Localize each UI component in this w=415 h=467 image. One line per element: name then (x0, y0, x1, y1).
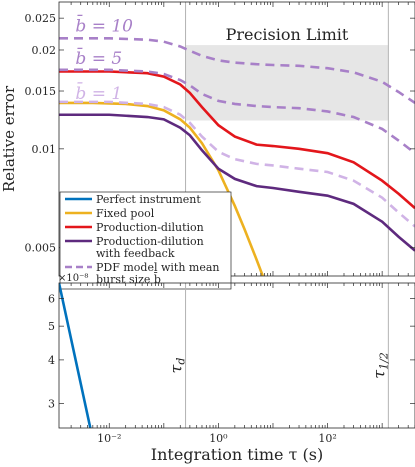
x-axis-label: Integration time τ (s) (151, 445, 323, 464)
burst-annotation-1: b̄ = 5 (75, 47, 122, 70)
top-axes: 0.005 0.01 0.015 0.02 0.025 (25, 2, 415, 276)
y-tick-label: 0.005 (25, 242, 57, 255)
top-panel: Precision Limit b̄ = 10 b̄ = 5 b̄ = 1 0.00… (0, 1, 415, 290)
legend-label-1: Fixed pool (96, 207, 155, 220)
y-tick-label: 0.02 (32, 44, 57, 57)
burst-size-annotations: b̄ = 10 b̄ = 5 b̄ = 1 (75, 14, 133, 104)
precision-limit-region-group (185, 45, 389, 121)
bottom-y-tick-label: 3 (48, 397, 55, 410)
burst-annotation-2: b̄ = 1 (75, 81, 122, 104)
legend-label-3: with feedback (96, 247, 175, 260)
tau-half-label: τ1/2 (369, 352, 390, 379)
bottom-series-line-0 (59, 283, 92, 428)
y-axis-label: Relative error (0, 85, 18, 192)
x-tick-label: 10⁻² (97, 432, 121, 445)
legend-label-0: Perfect instrument (96, 193, 201, 206)
tau-d-label: τd (167, 358, 188, 374)
bottom-y-tick-label: 4 (48, 354, 55, 367)
top-series-group (59, 37, 415, 276)
legend-label-3: Production-dilution (96, 235, 204, 248)
precision-limit-label: Precision Limit (226, 25, 349, 44)
series-line-2 (59, 113, 415, 252)
offset-text: ×10⁻⁸ (58, 273, 88, 284)
y-tick-label: 0.025 (25, 12, 57, 25)
bottom-vlines: τd τ1/2 (167, 283, 390, 428)
bottom-y-tick-label: 6 (48, 293, 55, 306)
series-line-1 (59, 70, 415, 210)
burst-annotation-0: b̄ = 10 (75, 14, 133, 37)
legend-label-4: PDF model with mean (96, 261, 220, 274)
series-line-3 (59, 37, 415, 104)
x-tick-label: 10² (318, 432, 336, 445)
precision-limit-region (185, 45, 389, 121)
y-tick-label: 0.015 (25, 85, 57, 98)
bottom-axes: 10⁻² 10⁰ 10² 3 4 5 6 (48, 283, 415, 445)
legend-label-2: Production-dilution (96, 221, 204, 234)
x-tick-label: 10⁰ (209, 432, 228, 445)
top-axes-frame (58, 1, 415, 277)
bottom-axes-frame (58, 282, 415, 429)
y-tick-label: 0.01 (32, 143, 57, 156)
series-line-4 (59, 68, 415, 155)
bottom-panel: τd τ1/2 10⁻² 10⁰ 10² 3 4 5 6 ×10⁻⁸ Integration … (48, 273, 415, 464)
bottom-y-tick-label: 5 (48, 320, 55, 333)
legend-label-4: burst size b̄ (96, 273, 161, 286)
bottom-series-group (59, 283, 92, 428)
